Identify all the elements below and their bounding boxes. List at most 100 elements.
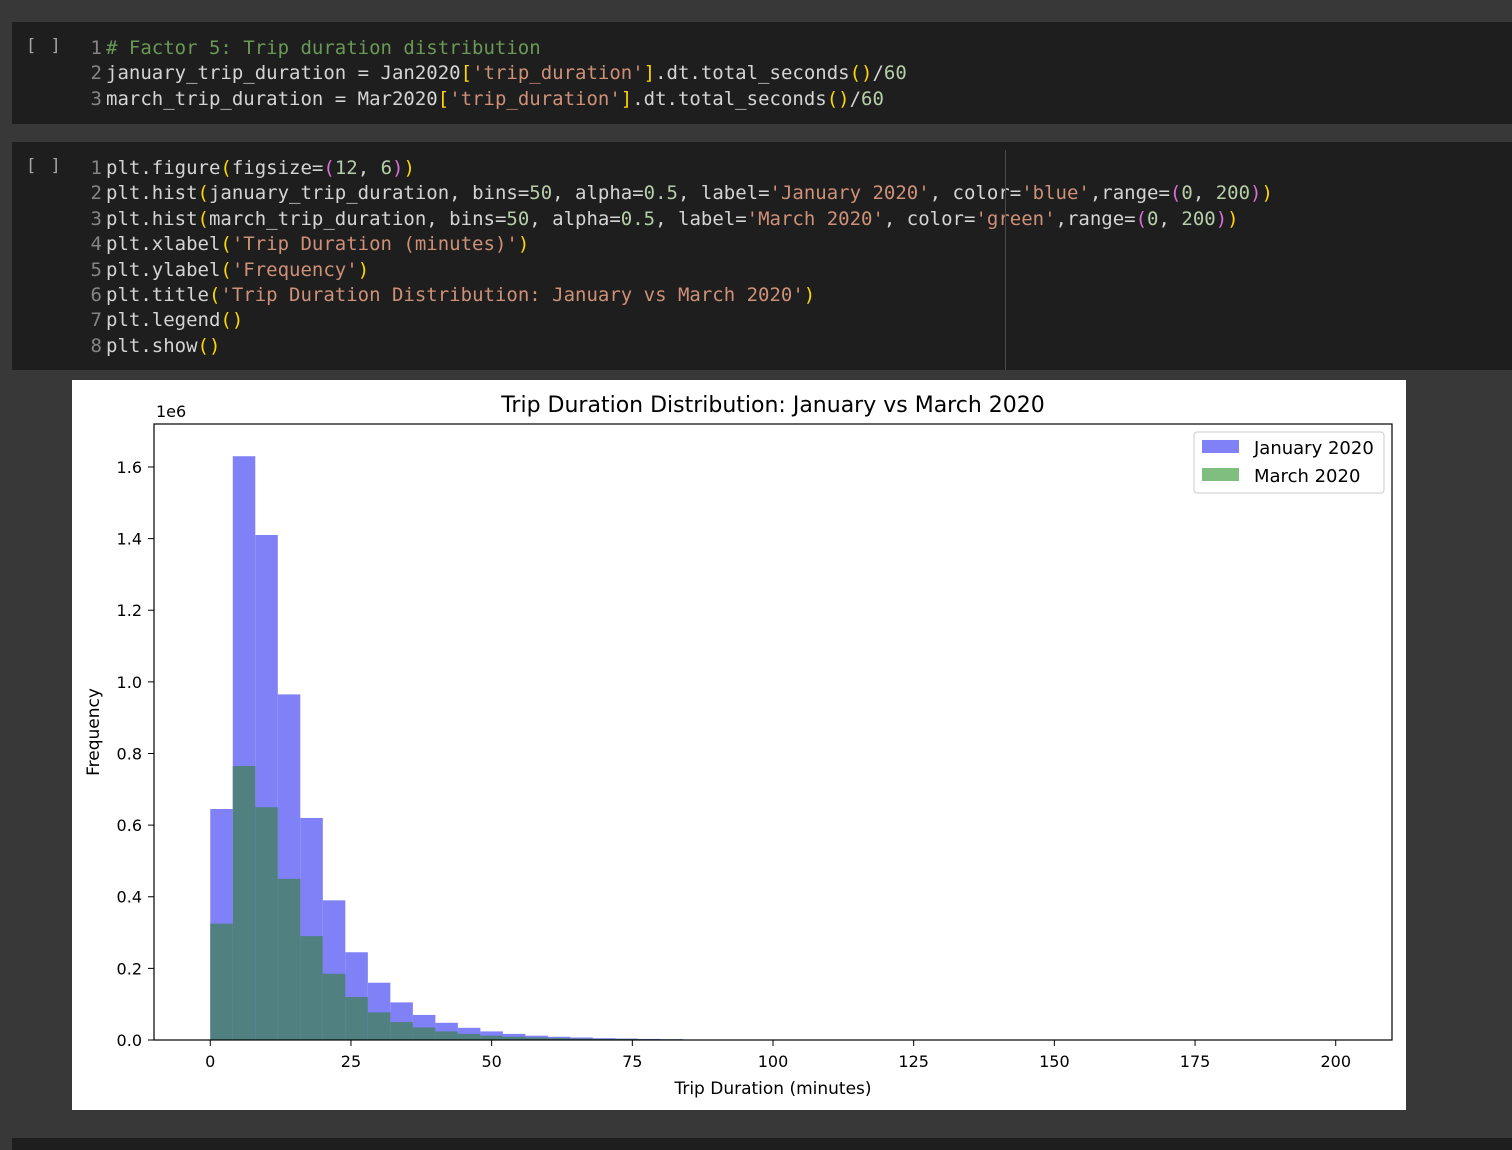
x-tick-label: 25 (341, 1052, 361, 1071)
line-number: 4 (72, 232, 102, 257)
code-token: () (198, 335, 221, 357)
code-token: () (220, 309, 243, 331)
code-token: 50 (506, 208, 529, 230)
line-number: 3 (72, 207, 102, 232)
x-tick-label: 75 (622, 1052, 642, 1071)
code-line[interactable]: 6 plt.title('Trip Duration Distribution: … (72, 283, 1273, 308)
code-line[interactable]: 1 plt.figure(figsize=(12, 6)) (72, 156, 1273, 181)
code-token: 200 (1181, 208, 1215, 230)
code-editor[interactable]: 1 # Factor 5: Trip duration distribution 2… (72, 36, 907, 112)
code-token: march_trip_duration = Mar2020 (106, 88, 438, 110)
code-token: ] (621, 88, 632, 110)
code-line[interactable]: 2 plt.hist(january_trip_duration, bins=50… (72, 181, 1273, 206)
code-token: ) (1261, 182, 1272, 204)
code-token: ( (220, 259, 231, 281)
code-token: 'Trip Duration (minutes)' (232, 233, 518, 255)
line-number: 6 (72, 283, 102, 308)
code-token: , label= (678, 182, 770, 204)
run-cell-button[interactable]: [ ] (26, 156, 63, 176)
code-token: 'trip_duration' (449, 88, 621, 110)
code-line[interactable]: 1 # Factor 5: Trip duration distribution (72, 36, 907, 61)
legend: January 2020 March 2020 (1194, 432, 1384, 493)
histogram-bar (458, 1034, 481, 1040)
code-token: 60 (884, 62, 907, 84)
legend-label-january: January 2020 (1253, 438, 1374, 459)
x-tick-label: 150 (1039, 1052, 1070, 1071)
run-cell-button[interactable]: [ ] (26, 36, 63, 56)
code-token: plt.title (106, 284, 209, 306)
code-token: ( (323, 157, 334, 179)
code-line[interactable]: 3 march_trip_duration = Mar2020['trip_dur… (72, 87, 907, 112)
y-axis-multiplier: 1e6 (156, 402, 186, 421)
code-token: , alpha= (529, 208, 621, 230)
code-token: , color= (884, 208, 976, 230)
code-token: , (1159, 208, 1182, 230)
code-token: 'March 2020' (747, 208, 884, 230)
code-token: [ (438, 88, 449, 110)
x-axis-label: Trip Duration (minutes) (673, 1079, 871, 1099)
code-token: ) (1216, 208, 1227, 230)
code-token: 'Trip Duration Distribution: January vs … (220, 284, 803, 306)
x-tick-label: 175 (1180, 1052, 1211, 1071)
code-token: ,range= (1056, 208, 1136, 230)
code-token: 'Frequency' (232, 259, 358, 281)
code-token: ( (198, 208, 209, 230)
code-token: march_trip_duration, bins= (209, 208, 506, 230)
x-tick-label: 100 (758, 1052, 789, 1071)
line-number: 2 (72, 61, 102, 86)
code-token: plt.hist (106, 182, 198, 204)
legend-swatch-january (1202, 440, 1239, 453)
code-token: 60 (861, 88, 884, 110)
code-line[interactable]: 2 january_trip_duration = Jan2020['trip_d… (72, 61, 907, 86)
code-cell-2[interactable]: [ ] 1 plt.figure(figsize=(12, 6)) 2 plt.his… (12, 142, 1512, 370)
histogram-bar (435, 1031, 458, 1040)
code-token: plt.ylabel (106, 259, 220, 281)
code-token: 0.5 (621, 208, 655, 230)
chart-title: Trip Duration Distribution: January vs M… (500, 393, 1045, 418)
code-token: plt.xlabel (106, 233, 220, 255)
code-token: 'January 2020' (770, 182, 930, 204)
y-tick-label: 1.0 (117, 673, 142, 692)
code-token: 'trip_duration' (472, 62, 644, 84)
code-line[interactable]: 8 plt.show() (72, 334, 1273, 359)
code-token: () (827, 88, 850, 110)
histogram-bar (368, 1012, 391, 1040)
code-editor[interactable]: 1 plt.figure(figsize=(12, 6)) 2 plt.hist(ja… (72, 156, 1273, 359)
code-token: , color= (930, 182, 1022, 204)
code-token: , (358, 157, 381, 179)
code-token: 'blue' (1021, 182, 1090, 204)
code-token: .dt.total_seconds (655, 62, 849, 84)
code-line[interactable]: 5 plt.ylabel('Frequency') (72, 258, 1273, 283)
histogram-bar (345, 997, 368, 1040)
y-tick-label: 0.4 (117, 888, 142, 907)
code-token: plt.legend (106, 309, 220, 331)
code-token: ) (1227, 208, 1238, 230)
histogram-chart: 0 25 50 75 100 125 150 175 200 0.0 0.2 0.4 0.6 0.8 1.… (72, 380, 1406, 1110)
next-cell (12, 1138, 1512, 1150)
histogram-bar (323, 974, 346, 1040)
code-token: () (850, 62, 873, 84)
y-tick-label: 1.4 (117, 530, 142, 549)
line-number: 7 (72, 308, 102, 333)
code-line[interactable]: 4 plt.xlabel('Trip Duration (minutes)') (72, 232, 1273, 257)
y-tick-label: 1.2 (117, 601, 142, 620)
code-token: ) (392, 157, 403, 179)
x-tick-label: 200 (1320, 1052, 1351, 1071)
code-line[interactable]: 7 plt.legend() (72, 308, 1273, 333)
histogram-bar (255, 807, 278, 1040)
code-token: 6 (381, 157, 392, 179)
code-cell-1[interactable]: [ ] 1 # Factor 5: Trip duration distribut… (12, 22, 1512, 124)
code-token: 0 (1181, 182, 1192, 204)
code-token: ] (644, 62, 655, 84)
y-tick-label: 0.8 (117, 744, 142, 763)
y-axis-label: Frequency (84, 688, 104, 776)
code-token: ( (198, 182, 209, 204)
line-number: 5 (72, 258, 102, 283)
histogram-bar (390, 1022, 413, 1040)
code-token: january_trip_duration = Jan2020 (106, 62, 461, 84)
x-tick-label: 125 (898, 1052, 929, 1071)
histogram-bar (480, 1036, 503, 1040)
code-token: plt.hist (106, 208, 198, 230)
code-line[interactable]: 3 plt.hist(march_trip_duration, bins=50, … (72, 207, 1273, 232)
code-token: ( (220, 157, 231, 179)
